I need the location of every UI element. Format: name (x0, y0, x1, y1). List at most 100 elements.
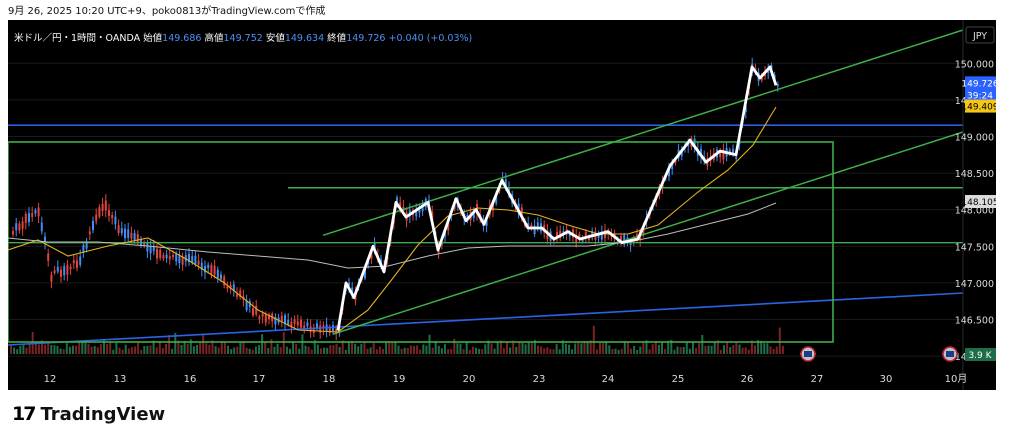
candle-body (732, 149, 734, 155)
candle-body (191, 255, 194, 264)
volume-bar (72, 345, 74, 354)
candle-body (44, 236, 46, 243)
volume-bar (555, 344, 558, 354)
candle-body (168, 256, 171, 260)
candle-body (274, 317, 277, 325)
volume-bar (34, 342, 37, 354)
candle-body (440, 241, 443, 246)
candle-body (447, 220, 450, 231)
x-tick-label: 20 (463, 374, 476, 385)
volume-bar (577, 342, 580, 354)
volume-bar (146, 345, 149, 354)
volume-bar (214, 346, 217, 354)
currency-label: JPY (972, 31, 987, 42)
volume-bar (211, 340, 214, 354)
candle-body (335, 328, 338, 334)
volume-bar (385, 341, 388, 354)
candle-body (188, 253, 190, 263)
volume-bar (254, 346, 257, 354)
volume-bar (512, 340, 515, 354)
price-chart[interactable]: 150.000149.500149.000148.500148.000147.5… (8, 20, 996, 390)
x-tick-label: 24 (602, 374, 615, 385)
volume-bar (750, 340, 753, 354)
volume-bars (10, 325, 784, 354)
candle-body (216, 269, 219, 278)
volume-bar (701, 334, 704, 354)
close-label: 終値 (327, 33, 347, 44)
volume-bar (633, 346, 636, 354)
moving-average-fast (8, 106, 777, 333)
volume-bar (605, 341, 608, 354)
volume-bar (289, 348, 291, 354)
candle-body (629, 242, 632, 246)
candle-body (776, 84, 779, 87)
x-tick-label: 12 (44, 374, 57, 385)
volume-bar (397, 345, 400, 354)
volume-bar (227, 345, 229, 354)
volume-bar (357, 346, 360, 354)
candle-body (152, 246, 155, 251)
volume-bar (564, 343, 567, 354)
volume-bar (527, 342, 530, 354)
candle-body (370, 250, 373, 259)
ma-fast-badge (965, 99, 996, 113)
tradingview-logo-icon: 17 (12, 403, 36, 425)
volume-bar (738, 344, 741, 354)
ma-slow-label: 148.105 (961, 198, 996, 208)
last-price-badge (965, 76, 996, 104)
candle-body (213, 265, 216, 275)
volume-bar (614, 348, 617, 354)
candle-body (575, 235, 578, 243)
candle-body (680, 150, 683, 156)
volume-bar (636, 349, 639, 354)
candle-body (140, 238, 142, 246)
volume-bar (440, 348, 443, 354)
candle-body (207, 264, 210, 269)
currency-button[interactable] (965, 26, 995, 44)
volume-bar (261, 334, 264, 354)
volume-bar (16, 349, 19, 354)
candle-body (351, 287, 354, 294)
volume-bar (521, 342, 524, 354)
volume-bar (772, 348, 775, 354)
candle-body (56, 266, 59, 272)
volume-bar (778, 327, 781, 354)
candle-body (63, 266, 66, 276)
candle-body (127, 229, 130, 238)
candle-body (194, 255, 197, 265)
volume-bar (639, 346, 642, 354)
volume-bar (326, 347, 329, 354)
volume-bar (499, 340, 502, 354)
candle-body (287, 319, 290, 325)
volume-bar (515, 346, 518, 354)
candle-body (303, 325, 306, 329)
volume-bar (186, 343, 189, 354)
volume-bar (471, 346, 474, 354)
volume-bar (202, 333, 205, 354)
volume-bar (174, 332, 177, 354)
candle-body (124, 228, 126, 239)
candle-body (136, 234, 139, 243)
volume-bar (267, 347, 270, 354)
ohlc-legend: 米ドル／円・1時間・OANDA 始値149.686 高値149.752 安値14… (14, 30, 472, 44)
symbol-label[interactable]: 米ドル／円・1時間・OANDA (14, 33, 141, 44)
chart-area[interactable]: 150.000149.500149.000148.500148.000147.5… (8, 20, 996, 390)
candle-body (556, 232, 558, 238)
candle-body (120, 228, 123, 234)
volume-bar (707, 345, 710, 354)
volume-bar (205, 343, 208, 354)
candle-body (34, 210, 37, 214)
x-tick-label: 27 (811, 374, 824, 385)
volume-bar (183, 340, 186, 354)
candle-body (293, 319, 296, 324)
candle-body (642, 226, 645, 234)
volume-bar (44, 344, 47, 354)
volume-bar (456, 343, 459, 354)
volume-bar (465, 342, 468, 354)
volume-bar (568, 344, 570, 354)
candle-body (220, 274, 222, 280)
volume-bar (220, 340, 223, 354)
candle-body (175, 253, 178, 262)
chart-caption: 9月 26, 2025 10:20 UTC+9、poko0813がTrading… (8, 6, 326, 17)
volume-bar (245, 347, 248, 354)
